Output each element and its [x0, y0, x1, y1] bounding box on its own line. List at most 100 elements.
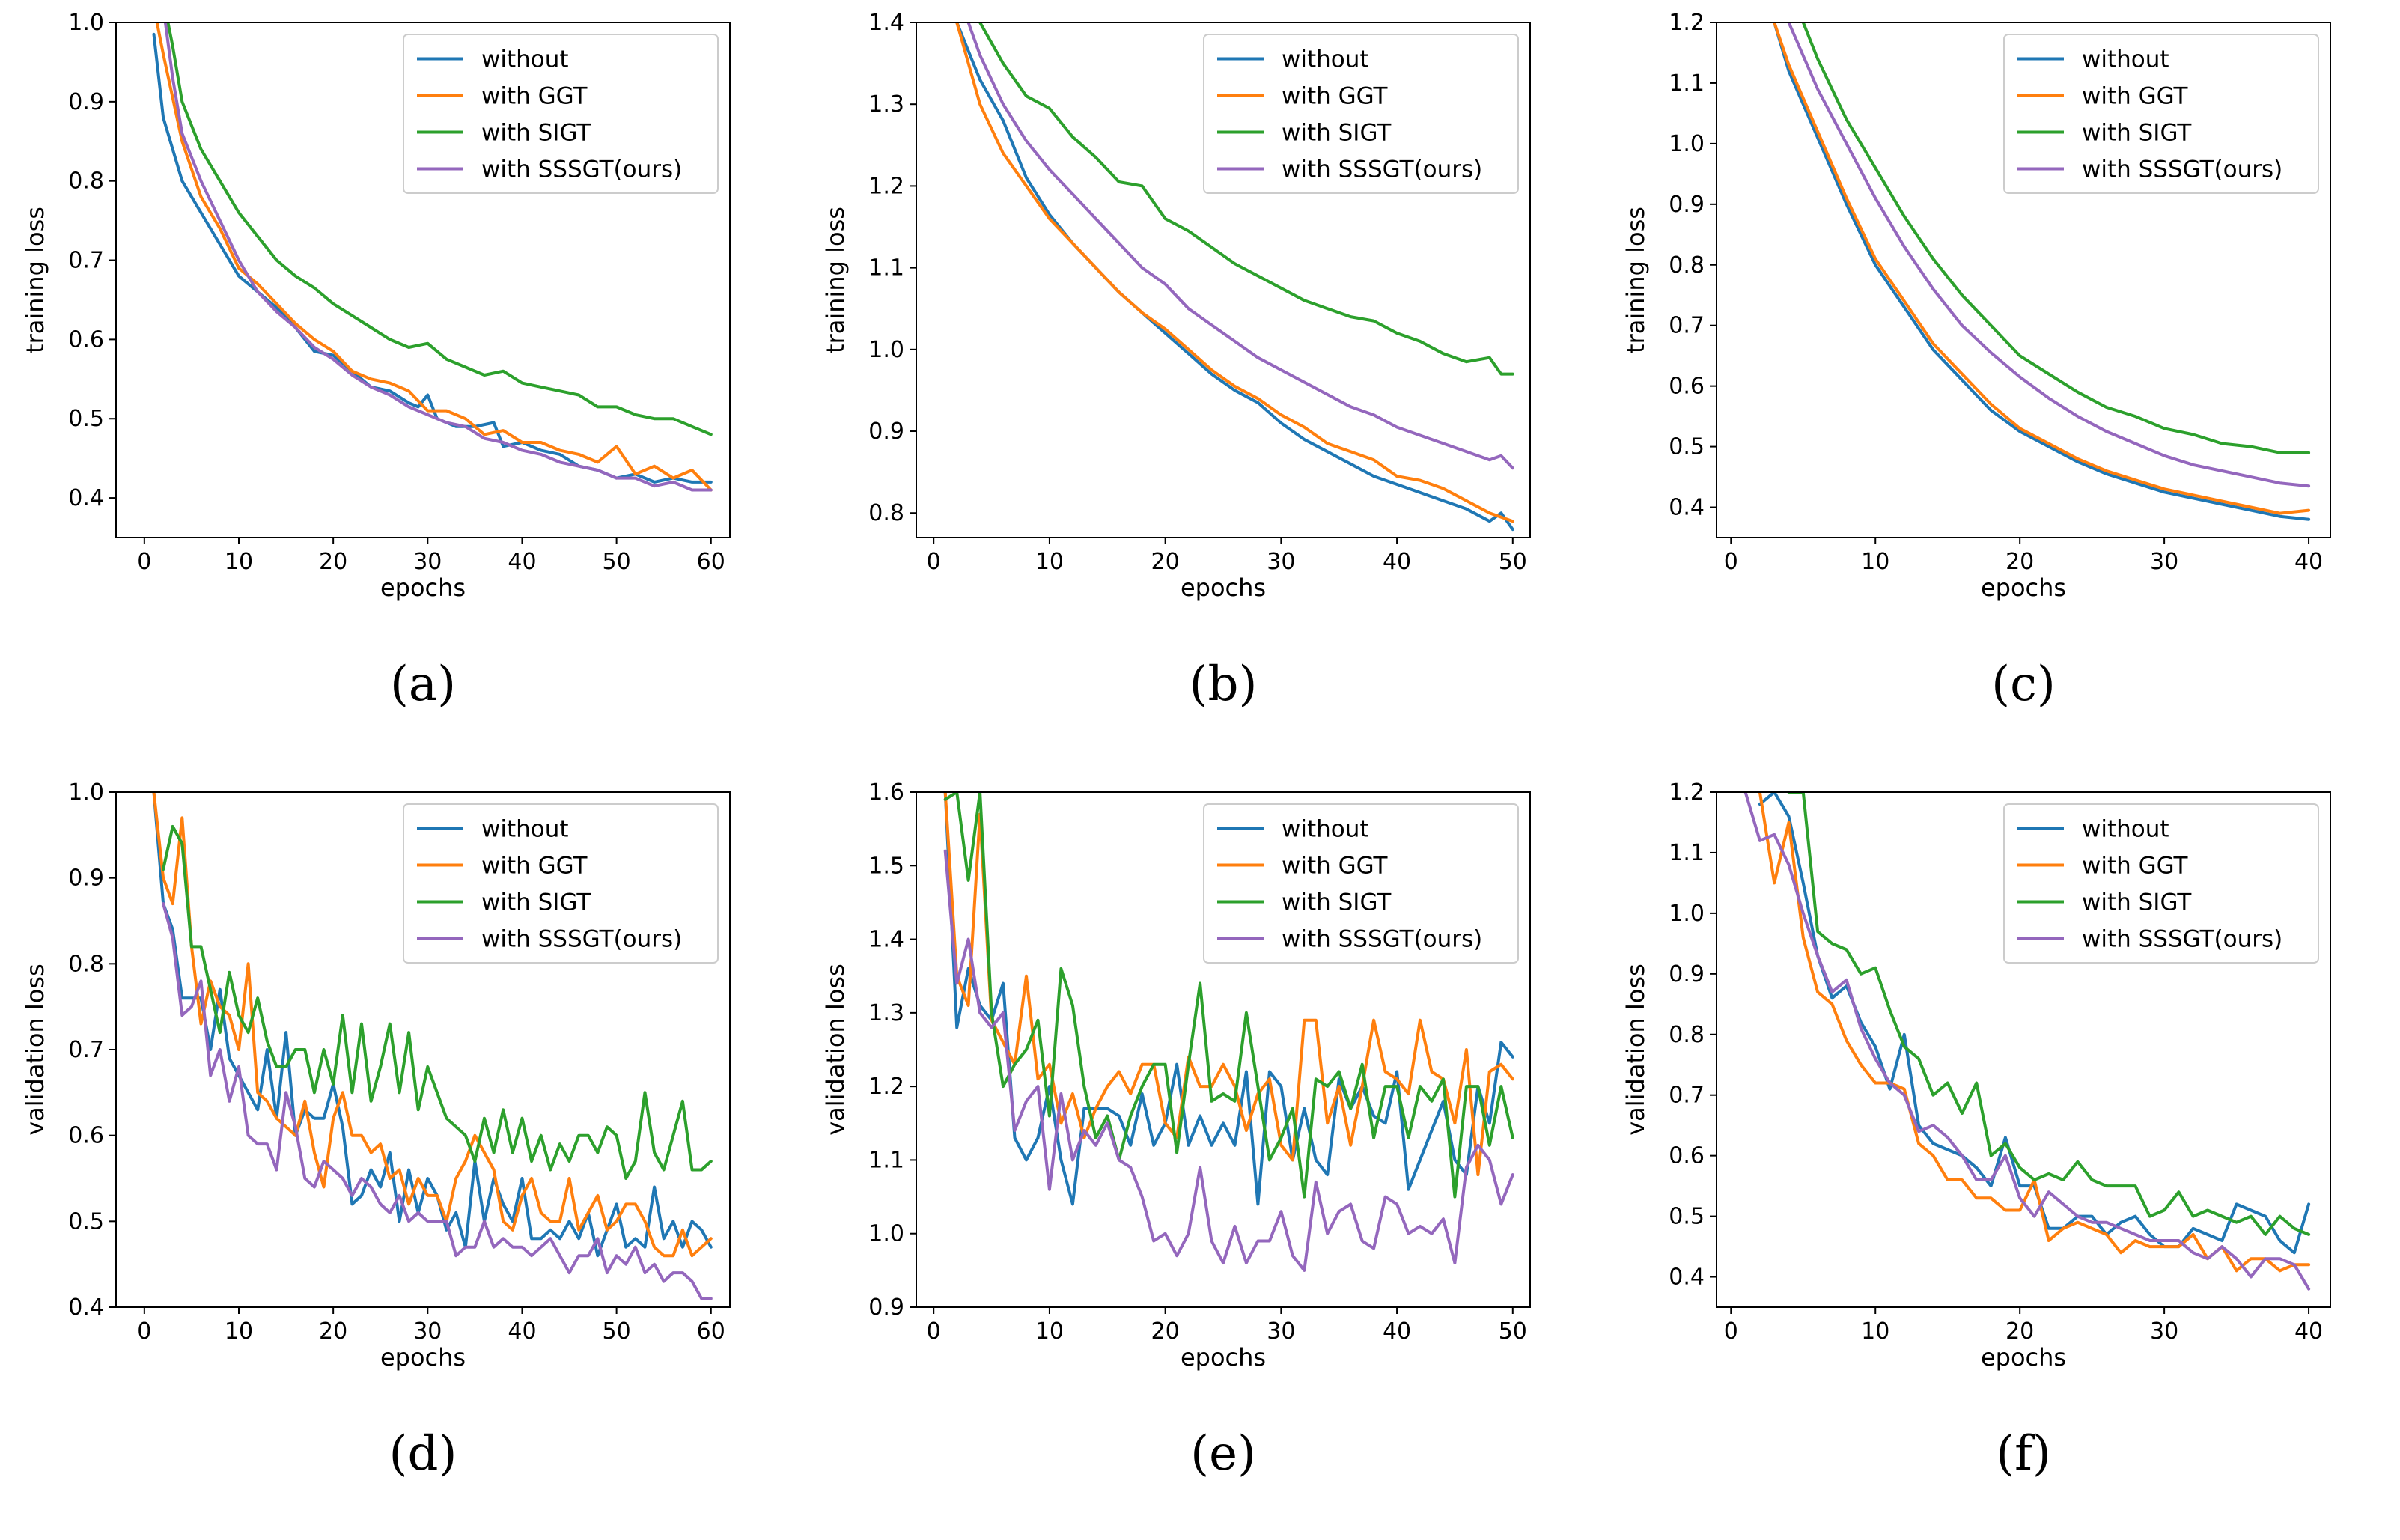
series-line-with-sigt: [166, 22, 713, 436]
series-line-with-sigt: [1801, 22, 2311, 454]
chart-svg-f: 0 10 20 30 40 0.4 0.5 0.6 0.7 0.8 0.9 1.0 1.1 1.2 epoc…: [1621, 779, 2331, 1482]
y-tick-label: 1.0: [868, 337, 904, 363]
x-tick-label: 40: [508, 1318, 536, 1345]
x-tick-label: 50: [1499, 1318, 1527, 1345]
x-axis-label: epochs: [1181, 573, 1266, 602]
series-line-without: [955, 22, 1514, 532]
chart-svg-d: 0 10 20 30 40 50 60 0.4 0.5 0.6 0.7 0.8 0.9 1.0 epochs…: [21, 779, 731, 1482]
chart-panel-d: 0 10 20 30 40 50 60 0.4 0.5 0.6 0.7 0.8 0.9 1.0 epochs…: [0, 770, 800, 1539]
y-tick-label: 0.9: [868, 1294, 904, 1321]
x-tick-label: 20: [1151, 549, 1180, 575]
panel-caption: (e): [1190, 1426, 1256, 1482]
x-tick-label: 20: [1151, 1318, 1180, 1345]
x-tick-label: 50: [603, 549, 631, 575]
series-line-with-ggt: [955, 22, 1514, 523]
x-tick-label: 60: [697, 1318, 725, 1345]
series-line-with-sssgt-ours: [966, 22, 1514, 470]
x-tick-label: 40: [508, 549, 536, 575]
chart-svg-e: 0 10 20 30 40 50 0.9 1.0 1.1 1.2 1.3 1.4 1.5 1.6 epoch…: [821, 779, 1531, 1482]
legend-entry-label: without: [481, 816, 569, 843]
x-tick-label: 10: [225, 549, 253, 575]
x-tick-label: 20: [319, 549, 347, 575]
series-line-with-sigt: [978, 22, 1514, 376]
legend-entry-label: with GGT: [1282, 83, 1389, 110]
y-tick-label: 1.2: [1669, 779, 1705, 806]
series-group: [943, 792, 1514, 1272]
y-tick-label: 1.0: [68, 10, 104, 36]
legend-box: [2003, 34, 2319, 194]
x-tick-label: 40: [1383, 549, 1411, 575]
y-tick-label: 1.2: [868, 1074, 904, 1100]
legend-entry-label: with SIGT: [481, 120, 591, 147]
chart-svg-c: 0 10 20 30 40 0.4 0.5 0.6 0.7 0.8 0.9 1.0 1.1 1.2 epoc…: [1621, 10, 2331, 712]
x-tick-label: 20: [319, 1318, 347, 1345]
series-line-with-sigt: [943, 792, 1514, 1199]
series-line-with-ggt: [155, 22, 713, 492]
y-tick-label: 1.4: [868, 927, 904, 953]
x-tick-label: 30: [2150, 549, 2178, 575]
series-line-with-ggt: [943, 792, 1514, 1177]
series-group: [1773, 22, 2311, 521]
axes-frame: [115, 22, 731, 538]
x-axis-label: epochs: [1981, 1343, 2066, 1372]
x-axis-label: epochs: [380, 573, 466, 602]
panel-caption: (f): [1996, 1426, 2051, 1482]
x-tick-label: 10: [1035, 549, 1064, 575]
series-line-with-sigt: [1787, 792, 2311, 1236]
legend-entry-label: with GGT: [481, 853, 588, 880]
series-line-with-sssgt-ours: [1743, 792, 2311, 1291]
chart-panel-c: 0 10 20 30 40 0.4 0.5 0.6 0.7 0.8 0.9 1.0 1.1 1.2 epoc…: [1600, 0, 2400, 770]
x-tick-label: 30: [1267, 1318, 1295, 1345]
series-line-without: [943, 792, 1514, 1206]
y-tick-label: 1.6: [868, 779, 904, 806]
series-group: [1743, 792, 2311, 1291]
legend-entry-label: with SSSGT(ours): [2082, 156, 2282, 183]
chart-panel-f: 0 10 20 30 40 0.4 0.5 0.6 0.7 0.8 0.9 1.0 1.1 1.2 epoc…: [1600, 770, 2400, 1539]
legend-entry-label: with SIGT: [1282, 120, 1392, 147]
series-line-with-ggt: [152, 792, 713, 1258]
legend: without with GGT with SIGT with SSSGT(ours): [2003, 34, 2319, 194]
x-tick-label: 20: [2005, 1318, 2034, 1345]
x-tick-label: 50: [1499, 549, 1527, 575]
axes-frame: [1716, 791, 2331, 1308]
y-tick-label: 0.4: [68, 485, 104, 511]
legend-entry-label: with SIGT: [1282, 889, 1392, 916]
x-tick-label: 50: [603, 1318, 631, 1345]
y-tick-label: 0.6: [1669, 374, 1705, 400]
legend-entry-label: without: [2082, 816, 2169, 843]
y-tick-label: 0.5: [68, 406, 104, 432]
x-tick-label: 0: [1724, 1318, 1738, 1345]
y-tick-label: 0.4: [1669, 1264, 1705, 1291]
y-tick-label: 0.6: [68, 1123, 104, 1149]
y-tick-label: 0.5: [1669, 1204, 1705, 1230]
legend-entry-label: with SIGT: [481, 889, 591, 916]
x-tick-label: 10: [225, 1318, 253, 1345]
y-tick-label: 0.5: [1669, 434, 1705, 460]
y-tick-label: 1.1: [1669, 840, 1705, 866]
chart-panel-e: 0 10 20 30 40 50 0.9 1.0 1.1 1.2 1.3 1.4 1.5 1.6 epoch…: [800, 770, 1600, 1539]
series-line-with-sssgt-ours: [1787, 22, 2311, 488]
y-tick-label: 0.7: [68, 248, 104, 274]
x-tick-label: 0: [137, 549, 151, 575]
panel-caption: (a): [390, 657, 456, 712]
y-tick-label: 0.7: [1669, 313, 1705, 339]
x-tick-label: 0: [927, 549, 941, 575]
legend-entry-label: with SSSGT(ours): [481, 926, 682, 953]
y-tick-label: 1.0: [868, 1221, 904, 1247]
y-tick-label: 0.8: [1669, 252, 1705, 279]
y-tick-label: 0.6: [1669, 1143, 1705, 1169]
legend-box: [1203, 34, 1519, 194]
y-tick-label: 0.7: [1669, 1083, 1705, 1109]
y-tick-label: 1.5: [868, 853, 904, 879]
y-tick-label: 0.8: [68, 168, 104, 195]
x-tick-label: 0: [927, 1318, 941, 1345]
legend-entry-label: with SSSGT(ours): [2082, 926, 2282, 953]
legend: without with GGT with SIGT with SSSGT(ours): [403, 34, 719, 194]
y-tick-label: 0.4: [1669, 495, 1705, 521]
x-tick-label: 10: [1861, 549, 1889, 575]
x-tick-label: 40: [2294, 1318, 2323, 1345]
series-group: [955, 22, 1514, 532]
panel-caption: (d): [389, 1426, 457, 1482]
y-tick-label: 1.1: [1669, 70, 1705, 97]
